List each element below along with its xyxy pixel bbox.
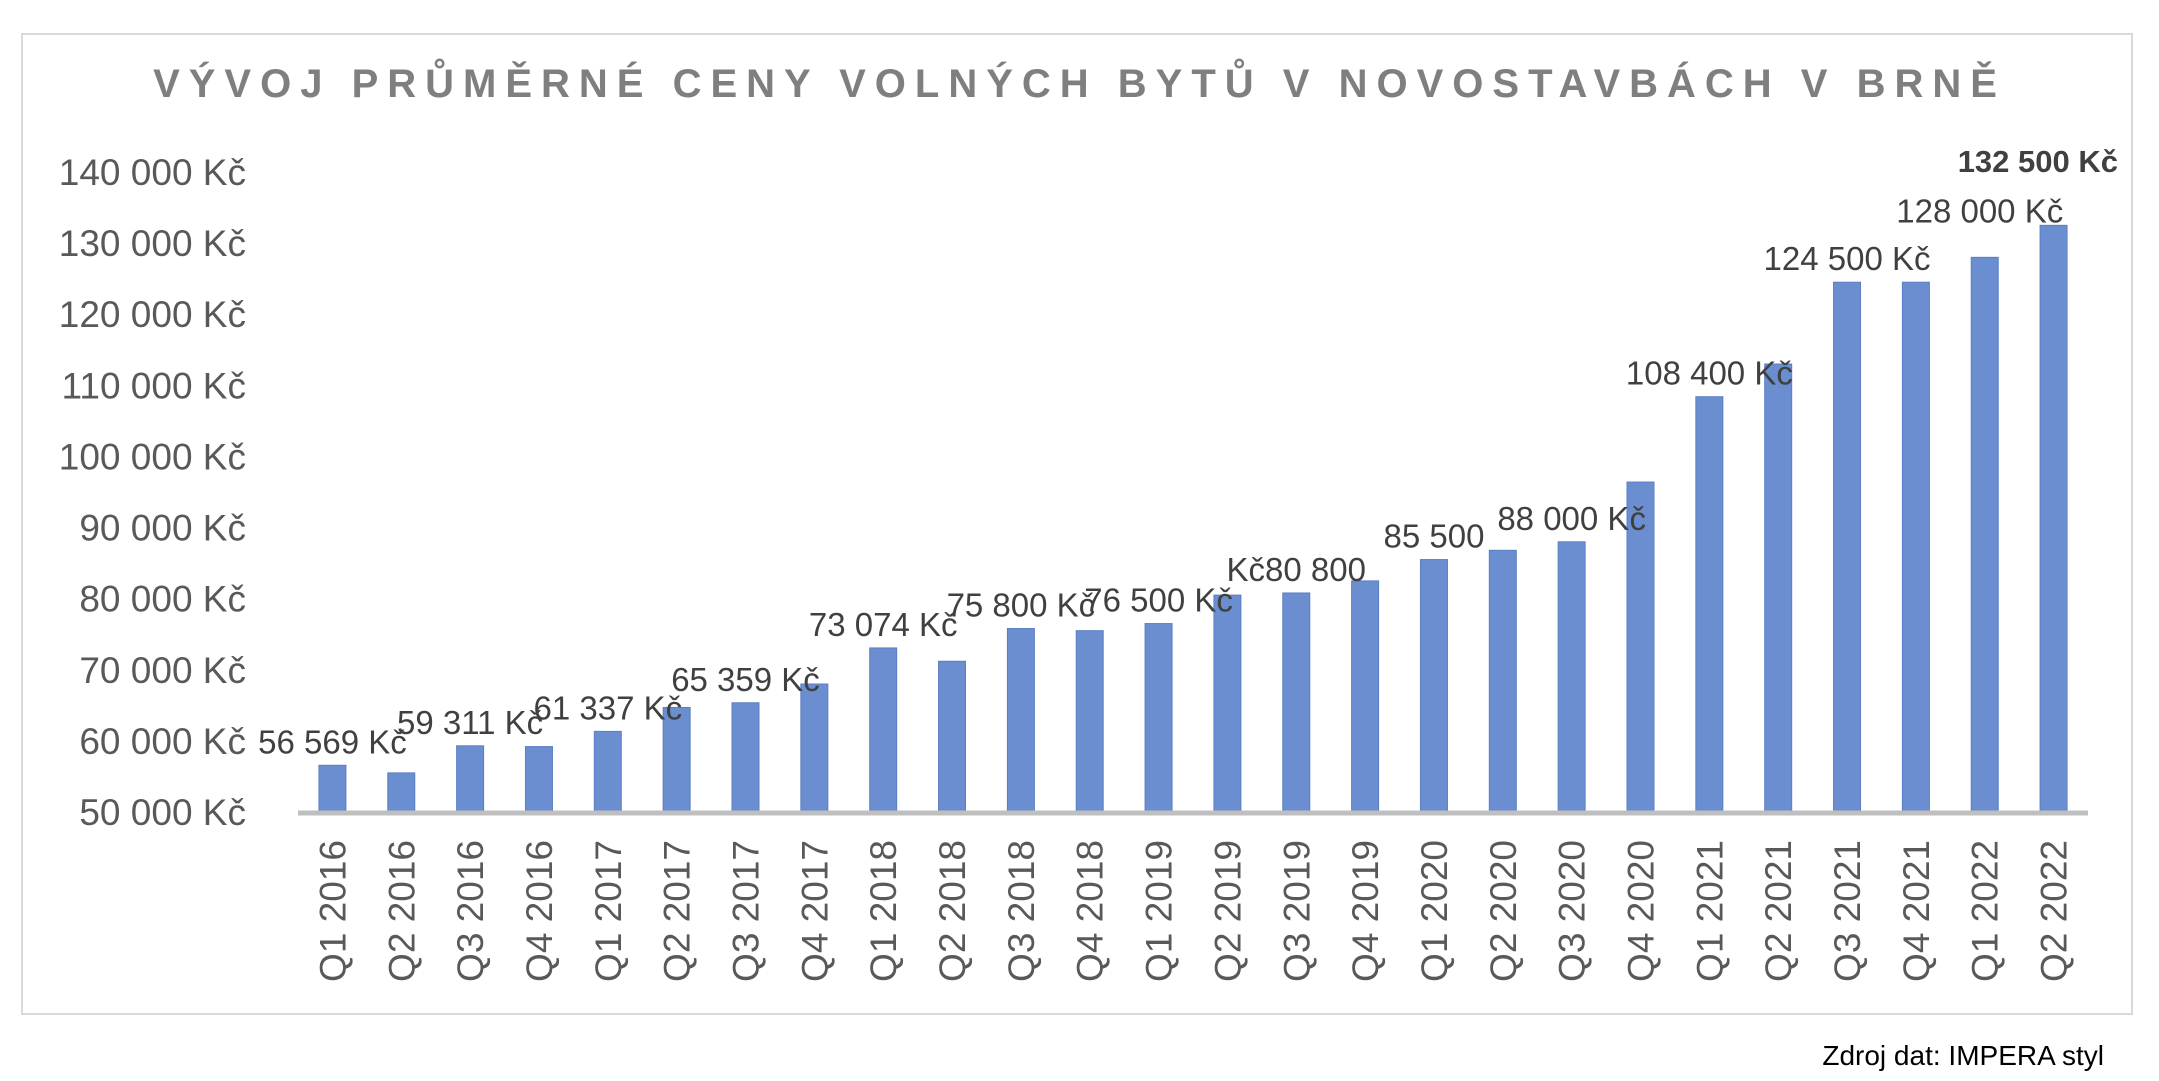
data-label: 59 311 Kč [397, 704, 543, 741]
source-note: Zdroj dat: IMPERA styl [1822, 1040, 2104, 1071]
y-tick-label: 110 000 Kč [62, 365, 246, 406]
x-tick-label: Q1 2020 [1414, 840, 1455, 982]
x-tick-label: Q1 2022 [1965, 840, 2006, 982]
y-tick-label: 70 000 Kč [79, 650, 246, 691]
bar [1833, 281, 1862, 813]
y-tick-label: 140 000 Kč [59, 152, 246, 193]
bar [2039, 224, 2068, 813]
y-tick-label: 90 000 Kč [79, 508, 246, 549]
y-tick-label: 130 000 Kč [59, 223, 246, 264]
x-tick-label: Q3 2020 [1552, 840, 1593, 982]
bar [1695, 396, 1724, 813]
bar [800, 683, 829, 813]
bars [318, 224, 2068, 813]
y-tick-label: 120 000 Kč [59, 294, 246, 335]
y-tick-label: 100 000 Kč [59, 436, 246, 477]
bar [1419, 559, 1448, 813]
bar [1764, 363, 1793, 813]
bar [1901, 281, 1930, 813]
x-tick-label: Q4 2019 [1345, 840, 1386, 982]
x-tick-label: Q1 2017 [588, 840, 629, 982]
x-tick-label: Q1 2021 [1689, 840, 1730, 982]
x-tick-label: Q4 2017 [794, 840, 835, 982]
x-tick-label: Q1 2019 [1139, 840, 1180, 982]
y-tick-label: 80 000 Kč [79, 579, 246, 620]
y-axis-ticks: 50 000 Kč 60 000 Kč 70 000 Kč 80 000 Kč 90 0… [59, 152, 246, 833]
data-label: 56 569 Kč [258, 723, 407, 760]
data-label: 61 337 Kč [533, 689, 682, 726]
bar [524, 746, 553, 813]
x-tick-label: Q3 2018 [1001, 840, 1042, 982]
x-tick-label: Q2 2018 [932, 840, 973, 982]
bar [318, 764, 347, 813]
bar [662, 706, 691, 813]
data-label: 124 500 Kč [1764, 240, 1931, 277]
bar [1144, 623, 1173, 813]
data-label: 128 000 Kč [1896, 192, 2063, 229]
data-label: 85 500 [1383, 518, 1484, 555]
data-label: 76 500 Kč [1084, 582, 1233, 619]
y-tick-label: 60 000 Kč [79, 721, 246, 762]
x-tick-label: Q2 2019 [1207, 840, 1248, 982]
bar [1213, 594, 1242, 813]
bar [1075, 630, 1104, 813]
x-tick-label: Q2 2016 [381, 840, 422, 982]
bar [1351, 580, 1380, 813]
bar [1557, 541, 1586, 813]
x-tick-label: Q4 2016 [519, 840, 560, 982]
data-label: 75 800 Kč [947, 587, 1096, 624]
bar [869, 647, 898, 813]
bar [1282, 592, 1311, 813]
bar [1970, 256, 1999, 813]
x-tick-label: Q3 2017 [726, 840, 767, 982]
bar [938, 660, 967, 813]
x-tick-label: Q3 2021 [1827, 840, 1868, 982]
bar [1626, 481, 1655, 813]
bar [593, 730, 622, 813]
x-tick-label: Q2 2022 [2034, 840, 2075, 982]
bar [456, 745, 485, 813]
data-label: 65 359 Kč [671, 661, 820, 698]
x-tick-label: Q1 2016 [312, 840, 353, 982]
x-axis-ticks: Q1 2016 Q2 2016 Q3 2016 Q4 2016 Q1 2017 Q2 20… [312, 840, 2074, 982]
x-tick-label: Q2 2020 [1483, 840, 1524, 982]
bar [731, 702, 760, 813]
chart-title: VÝVOJ PRŮMĚRNÉ CENY VOLNÝCH BYTŮ V NOVOS… [153, 62, 2006, 106]
x-tick-label: Q3 2016 [450, 840, 491, 982]
data-label: 88 000 Kč [1497, 500, 1646, 537]
x-tick-label: Q4 2021 [1896, 840, 1937, 982]
x-tick-label: Q2 2021 [1758, 840, 1799, 982]
x-tick-label: Q4 2018 [1070, 840, 1111, 982]
data-label: 132 500 Kč [1958, 144, 2118, 179]
x-tick-label: Q3 2019 [1276, 840, 1317, 982]
bar [1006, 628, 1035, 813]
data-label: 108 400 Kč [1626, 355, 1793, 392]
x-tick-label: Q2 2017 [657, 840, 698, 982]
bar [387, 772, 416, 813]
bar [1488, 549, 1517, 813]
data-label: 73 074 Kč [809, 606, 958, 643]
x-tick-label: Q4 2020 [1621, 840, 1662, 982]
y-tick-label: 50 000 Kč [79, 792, 246, 833]
data-label: Kč80 800 [1227, 551, 1366, 588]
x-tick-label: Q1 2018 [863, 840, 904, 982]
